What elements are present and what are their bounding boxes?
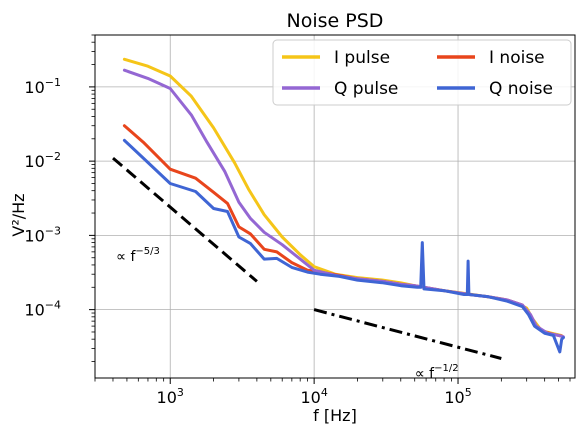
reference-lines — [112, 156, 502, 360]
legend-label-q-noise: Q noise — [489, 79, 553, 99]
legend-box — [272, 39, 572, 106]
slope-12-reference-line — [313, 308, 502, 360]
plot-frame — [94, 34, 576, 379]
legend: I pulse I noise Q pulse Q noise — [272, 39, 572, 106]
legend-label-i-pulse: I pulse — [334, 48, 390, 68]
y-axis-label: V²/Hz — [9, 193, 28, 236]
series-line-q-noise — [122, 138, 565, 354]
chart-title: Noise PSD — [287, 10, 384, 32]
slope-53-reference-line — [112, 156, 258, 283]
legend-label-q-pulse: Q pulse — [334, 79, 398, 99]
x-axis-label: f [Hz] — [313, 406, 357, 425]
series-lines — [122, 57, 565, 354]
legend-label-i-noise: I noise — [489, 48, 545, 68]
